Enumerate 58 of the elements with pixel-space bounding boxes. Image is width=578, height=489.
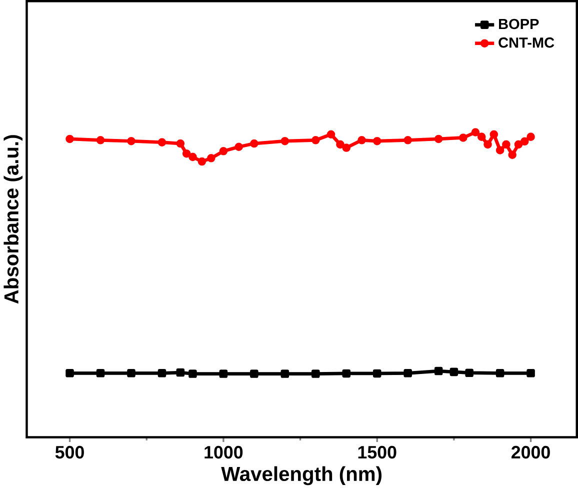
- point: [496, 146, 504, 154]
- point: [477, 132, 486, 142]
- point: [66, 369, 74, 378]
- legend-label: BOPP: [499, 18, 539, 30]
- point: [434, 366, 443, 376]
- point: [207, 154, 216, 162]
- point: [219, 370, 228, 378]
- point: [326, 130, 336, 139]
- point: [188, 370, 197, 378]
- point: [250, 139, 258, 148]
- point: [358, 136, 366, 144]
- point: [280, 370, 290, 378]
- point: [234, 142, 243, 152]
- x-axis-title: Wavelength (nm): [221, 466, 382, 486]
- point: [158, 369, 166, 378]
- point: [176, 368, 185, 377]
- point: [526, 369, 535, 378]
- point: [219, 147, 228, 156]
- point: [520, 137, 529, 146]
- point: [508, 150, 516, 160]
- point: [434, 134, 443, 144]
- x-tick-label: 1000: [204, 446, 243, 459]
- point: [450, 368, 458, 376]
- point: [471, 128, 480, 136]
- point: [66, 134, 74, 144]
- point: [312, 370, 320, 378]
- point: [250, 370, 258, 378]
- point: [502, 140, 510, 149]
- x-tick-label: 500: [55, 446, 84, 459]
- point: [182, 150, 191, 158]
- x-tick-label: 1500: [358, 446, 396, 459]
- point: [96, 369, 105, 378]
- x-tick-label: 2000: [511, 446, 550, 459]
- point: [312, 136, 320, 144]
- point: [342, 369, 351, 378]
- y-axis-title: Absorbance (a.u.): [4, 135, 22, 304]
- point: [459, 134, 468, 142]
- point: [372, 137, 382, 146]
- point: [96, 136, 105, 144]
- point: [496, 369, 504, 378]
- point: [280, 137, 290, 146]
- point: [404, 369, 412, 378]
- point: [342, 144, 351, 152]
- point: [404, 136, 412, 144]
- point: [176, 139, 185, 148]
- point: [490, 130, 498, 139]
- point: [514, 140, 523, 149]
- point: [158, 138, 166, 147]
- point: [127, 137, 136, 146]
- point: [372, 369, 382, 378]
- point: [526, 132, 535, 142]
- point: [198, 157, 206, 166]
- point: [484, 140, 492, 149]
- point: [336, 140, 344, 149]
- point: [127, 369, 136, 378]
- legend-label: CNT-MC: [498, 38, 554, 48]
- point: [188, 152, 197, 162]
- point: [465, 368, 474, 378]
